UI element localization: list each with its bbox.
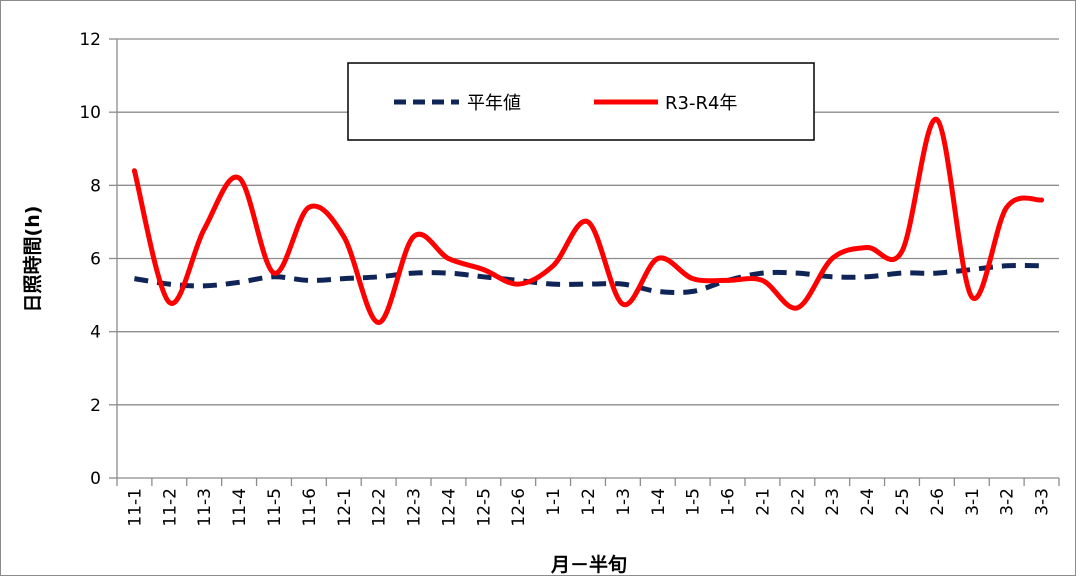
x-tick-label: 2-2	[788, 488, 808, 516]
x-tick-label: 2-4	[858, 488, 878, 516]
x-tick-label: 1-1	[544, 488, 564, 516]
x-tick-label: 1-2	[579, 488, 599, 516]
x-tick-label: 12-6	[509, 488, 529, 527]
x-tick-label: 2-1	[753, 488, 773, 516]
x-tick-label: 12-5	[474, 488, 494, 527]
x-tick-label: 11-1	[125, 488, 145, 527]
series-line-normal	[134, 263, 1042, 296]
y-tick-label: 8	[90, 176, 101, 196]
y-tick-label: 4	[90, 323, 101, 343]
x-tick-label: 12-3	[405, 488, 425, 527]
series-line-current	[131, 116, 1045, 325]
x-tick-label: 3-2	[998, 488, 1018, 516]
y-tick-label: 10	[79, 103, 101, 123]
x-tick-label: 12-4	[439, 488, 459, 527]
legend-label-normal: 平年値	[467, 93, 521, 114]
x-tick-label: 11-4	[230, 488, 250, 527]
series-lines	[131, 116, 1045, 325]
x-tick-label: 1-5	[684, 488, 704, 516]
x-tick-label: 12-2	[370, 488, 390, 527]
x-tick-label: 1-3	[614, 488, 634, 516]
legend-label-current: R3-R4年	[665, 93, 737, 114]
x-tick-label: 2-3	[823, 488, 843, 516]
x-tick-label: 3-1	[963, 488, 983, 516]
x-tick-label: 2-5	[893, 488, 913, 516]
x-tick-label: 1-6	[719, 488, 739, 516]
x-tick-label: 11-2	[160, 488, 180, 527]
x-tick-label: 11-6	[300, 488, 320, 527]
x-tick-label: 11-3	[195, 488, 215, 527]
axes: 0 2 4 6 8 10 12 11-1 11-2 11-3 11-4 11-5 11-6 12-1 12-…	[79, 30, 1060, 527]
x-tick-label: 2-6	[928, 488, 948, 516]
x-axis-title: 月－半旬	[550, 553, 627, 576]
x-tick-label: 11-5	[265, 488, 285, 527]
x-tick-label: 3-3	[1033, 488, 1053, 516]
y-tick-label: 0	[90, 469, 101, 489]
y-tick-label: 12	[79, 30, 101, 50]
legend-box	[347, 62, 815, 141]
y-axis-title: 日照時間(h)	[22, 206, 44, 313]
x-tick-label: 12-1	[335, 488, 355, 527]
y-tick-label: 6	[90, 250, 101, 270]
legend: 平年値 R3-R4年	[347, 62, 815, 141]
x-tick-label: 1-4	[649, 488, 669, 516]
y-tick-label: 2	[90, 396, 101, 416]
